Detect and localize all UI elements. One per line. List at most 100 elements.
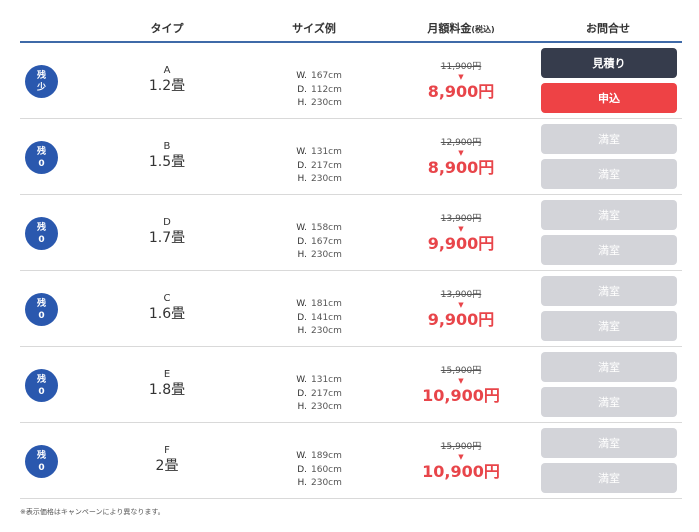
size-key-h: H. [297, 402, 307, 412]
old-price: 12,900円 [440, 138, 482, 148]
old-price: 13,900円 [440, 290, 482, 300]
down-arrow-icon: ▼ [458, 453, 464, 461]
estimate-button[interactable]: 見積り [541, 48, 677, 78]
stock-badge-top: 残 [36, 298, 46, 309]
price-cell: 13,900円 ▼ 9,900円 [428, 213, 495, 254]
down-arrow-icon: ▼ [458, 377, 464, 385]
size-depth: 167cm [311, 236, 342, 247]
header-price: 月額料金(税込) [427, 20, 494, 36]
type-cell: D 1.7畳 [149, 217, 185, 247]
size-key-d: D. [297, 464, 307, 475]
size-key-h: H. [297, 326, 307, 336]
header-type: タイプ [150, 22, 184, 35]
size-depth: 217cm [311, 388, 342, 399]
table-row: 残少 A 1.2畳 W. 167cm D. 112cm H. 230cm 11,900円… [20, 43, 682, 119]
type-code: D [163, 217, 171, 228]
old-price: 13,900円 [440, 214, 482, 224]
header-price-label: 月額料金 [427, 22, 472, 35]
full-button: 満室 [541, 159, 677, 189]
full-button: 満室 [541, 463, 677, 493]
full-button: 満室 [541, 311, 677, 341]
size-key-h: H. [297, 98, 307, 108]
full-button: 満室 [541, 200, 677, 230]
size-key-w: W. [296, 299, 307, 309]
size-cell: W. 167cm D. 112cm H. 230cm [293, 70, 342, 111]
size-key-d: D. [297, 312, 307, 323]
type-size: 1.5畳 [148, 154, 186, 170]
size-height: 230cm [311, 402, 342, 412]
size-depth: 160cm [311, 464, 342, 475]
size-width: 131cm [311, 147, 342, 157]
old-price: 11,900円 [440, 62, 482, 72]
size-key-w: W. [296, 71, 307, 81]
size-height: 230cm [311, 250, 342, 260]
apply-button[interactable]: 申込 [541, 83, 677, 113]
old-price: 15,900円 [440, 366, 482, 376]
size-cell: W. 158cm D. 167cm H. 230cm [293, 222, 342, 263]
stock-badge-bottom: 0 [38, 234, 45, 245]
new-price: 9,900円 [427, 310, 495, 329]
price-cell: 15,900円 ▼ 10,900円 [422, 441, 500, 482]
size-key-d: D. [297, 236, 307, 247]
full-button: 満室 [541, 387, 677, 417]
size-width: 181cm [311, 299, 342, 309]
stock-badge-bottom: 0 [38, 386, 45, 397]
type-code: E [163, 369, 171, 380]
type-cell: C 1.6畳 [149, 293, 185, 323]
full-button: 満室 [541, 276, 677, 306]
size-height: 230cm [311, 174, 342, 184]
size-depth: 217cm [311, 160, 342, 171]
size-key-d: D. [297, 160, 307, 171]
type-size: 1.7畳 [148, 230, 186, 246]
size-cell: W. 131cm D. 217cm H. 230cm [293, 146, 342, 187]
type-code: C [163, 293, 171, 304]
table-header: タイプ サイズ例 月額料金(税込) お問合せ [20, 0, 682, 43]
size-key-w: W. [296, 375, 307, 385]
stock-badge-bottom: 0 [38, 158, 45, 169]
size-key-h: H. [297, 174, 307, 184]
down-arrow-icon: ▼ [458, 301, 464, 309]
header-price-tax: (税込) [471, 25, 495, 34]
type-size: 1.2畳 [148, 78, 186, 94]
old-price: 15,900円 [440, 442, 482, 452]
type-cell: B 1.5畳 [149, 141, 185, 171]
full-button: 満室 [541, 124, 677, 154]
size-depth: 141cm [311, 312, 342, 323]
size-height: 230cm [311, 98, 342, 108]
price-note: ※表示価格はキャンペーンにより異なります。 [20, 508, 165, 516]
stock-badge-bottom: 0 [38, 462, 45, 473]
size-key-h: H. [297, 478, 307, 488]
size-key-d: D. [297, 388, 307, 399]
size-depth: 112cm [311, 84, 342, 95]
type-code: F [164, 445, 170, 456]
stock-badge-bottom: 少 [36, 82, 46, 93]
new-price: 9,900円 [427, 234, 495, 253]
size-width: 158cm [311, 223, 342, 233]
new-price: 10,900円 [422, 462, 500, 481]
header-size: サイズ例 [292, 22, 336, 35]
stock-badge-top: 残 [36, 374, 46, 385]
type-code: B [163, 141, 171, 152]
type-cell: F 2畳 [156, 445, 179, 475]
size-cell: W. 131cm D. 217cm H. 230cm [293, 374, 342, 415]
full-button: 満室 [541, 352, 677, 382]
type-size: 2畳 [155, 458, 179, 474]
type-cell: E 1.8畳 [149, 369, 185, 399]
size-width: 189cm [311, 451, 342, 461]
type-code: A [163, 65, 171, 76]
down-arrow-icon: ▼ [458, 149, 464, 157]
type-cell: A 1.2畳 [149, 65, 185, 95]
price-cell: 12,900円 ▼ 8,900円 [428, 137, 495, 178]
new-price: 8,900円 [427, 82, 495, 101]
down-arrow-icon: ▼ [458, 73, 464, 81]
down-arrow-icon: ▼ [458, 225, 464, 233]
size-key-w: W. [296, 147, 307, 157]
